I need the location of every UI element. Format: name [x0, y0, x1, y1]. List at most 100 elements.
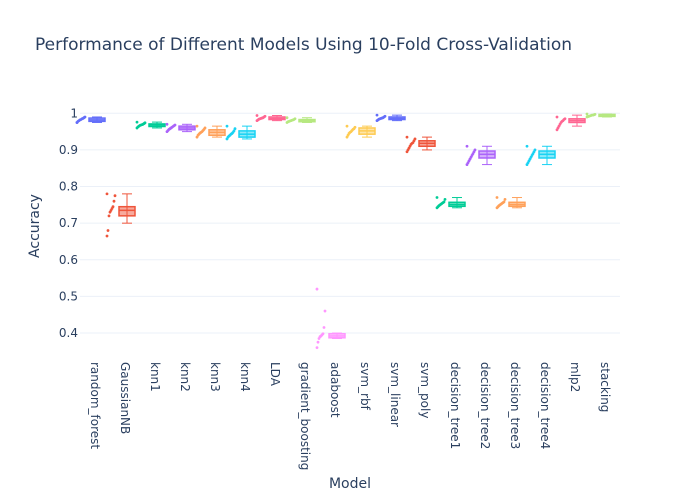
box-group [375, 113, 406, 123]
x-tick-label: svm_poly [418, 362, 432, 418]
data-point [111, 205, 115, 209]
x-tick-label: knn4 [238, 362, 252, 392]
x-tick-label: decision_tree1 [448, 362, 462, 449]
box [118, 205, 136, 217]
box-group [525, 144, 556, 166]
data-point [413, 137, 417, 141]
box-group [75, 115, 106, 124]
x-tick-label: knn3 [208, 362, 222, 392]
data-point [135, 120, 139, 124]
box-group [435, 196, 466, 210]
box-group [555, 114, 586, 132]
y-axis-title: Accuracy [27, 194, 43, 258]
data-point [113, 194, 117, 198]
x-tick-label: GaussianNB [118, 362, 132, 434]
data-point [585, 112, 589, 116]
x-tick-label: svm_linear [388, 362, 402, 427]
x-tick-label: decision_tree2 [478, 362, 492, 449]
data-point [203, 126, 207, 130]
x-tick-label: svm_rbf [358, 362, 372, 411]
box-series [75, 112, 616, 350]
box-group [585, 112, 616, 119]
data-point [383, 114, 387, 118]
y-tick-label: 0.5 [59, 289, 78, 303]
data-point [285, 116, 289, 120]
data-point [173, 123, 177, 127]
box-group [345, 124, 376, 139]
data-point [233, 127, 237, 131]
data-point [107, 214, 111, 218]
data-point [315, 287, 319, 291]
data-point [112, 199, 116, 203]
data-point [555, 115, 559, 119]
data-point [315, 346, 319, 350]
box-group [195, 124, 226, 139]
y-tick-label: 0.9 [59, 143, 78, 157]
data-point [322, 326, 326, 329]
data-point [503, 197, 507, 201]
data-point [255, 114, 259, 117]
data-point [353, 125, 357, 129]
data-point [321, 332, 325, 336]
data-point [105, 234, 109, 238]
y-tick-label: 0.8 [59, 180, 78, 194]
x-axis-ticks: random_forest GaussianNB knn1 knn2 knn3 knn4 L… [88, 362, 612, 470]
data-point [83, 115, 87, 119]
data-point [495, 196, 499, 199]
data-point [405, 135, 409, 139]
data-point [293, 117, 297, 121]
x-tick-label: knn1 [148, 362, 162, 392]
box-group [495, 196, 526, 210]
data-point [375, 113, 379, 117]
chart-title: Performance of Different Models Using 10… [35, 35, 572, 55]
x-tick-label: LDA [268, 362, 282, 387]
x-tick-label: knn2 [178, 362, 192, 392]
box-group [165, 122, 196, 134]
box-group [285, 116, 316, 124]
y-tick-label: 0.6 [59, 253, 78, 267]
data-point [525, 144, 529, 148]
data-point [443, 197, 447, 201]
x-tick-label: gradient_boosting [298, 362, 312, 470]
data-point [106, 229, 110, 232]
x-tick-label: decision_tree4 [538, 362, 552, 449]
data-point [563, 117, 567, 121]
box-group [225, 124, 256, 141]
box-group [135, 120, 166, 130]
data-point [195, 124, 199, 128]
box-group [105, 192, 136, 238]
data-point [75, 121, 79, 124]
x-tick-label: mlp2 [568, 362, 582, 392]
data-point [435, 196, 439, 199]
data-point [473, 148, 477, 152]
data-point [533, 148, 537, 152]
x-tick-label: random_forest [88, 362, 102, 449]
y-tick-label: 0.4 [59, 326, 78, 340]
data-point [316, 340, 320, 344]
box-group [405, 135, 436, 154]
grid-lines [80, 112, 620, 334]
y-tick-label: 0.7 [59, 216, 78, 230]
x-axis-title: Model [329, 476, 371, 492]
data-point [323, 309, 327, 313]
data-point [105, 192, 109, 196]
data-point [143, 121, 147, 125]
box-group [255, 114, 286, 123]
x-tick-label: stacking [598, 362, 612, 412]
data-point [165, 122, 169, 126]
data-point [232, 129, 236, 133]
box-group [315, 287, 346, 350]
data-point [225, 124, 229, 128]
y-axis-ticks: 0.4 0.5 0.6 0.7 0.8 0.9 1 [59, 106, 78, 340]
data-point [465, 144, 469, 148]
x-tick-label: adaboost [328, 362, 342, 418]
data-point [593, 113, 597, 116]
data-point [442, 200, 446, 204]
x-tick-label: decision_tree3 [508, 362, 522, 449]
box-group [465, 144, 496, 166]
data-point [345, 124, 349, 128]
data-point [502, 200, 506, 204]
y-tick-label: 1 [70, 106, 78, 120]
